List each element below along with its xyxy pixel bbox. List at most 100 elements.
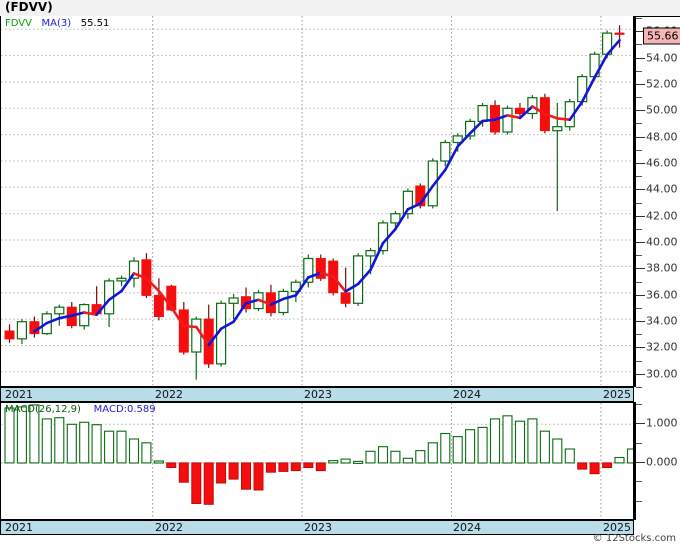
candlestick xyxy=(116,275,127,287)
ma-segment xyxy=(170,305,186,328)
macd-histogram-bar xyxy=(29,404,40,464)
y-axis-tick xyxy=(636,294,645,296)
ma-segment xyxy=(33,321,49,333)
macd-y-axis-minor-tick xyxy=(636,442,642,444)
macd-histogram-bar xyxy=(577,462,588,470)
candle-body xyxy=(54,306,65,315)
ma-segment xyxy=(593,53,609,79)
macd-y-axis-minor-tick xyxy=(636,403,642,405)
y-axis-minor-tick xyxy=(636,281,642,283)
y-axis-minor-tick xyxy=(636,70,642,72)
candle-body xyxy=(390,213,401,224)
price-chart-panel[interactable]: FDVV MA(3) 55.51 xyxy=(0,16,634,387)
candle-body xyxy=(402,190,413,215)
ma-segment xyxy=(319,271,335,278)
y-axis-minor-tick xyxy=(636,97,642,99)
macd-y-axis: 0.000 1.000 xyxy=(634,402,680,520)
ma-segment xyxy=(493,114,509,121)
ma-segment xyxy=(418,184,435,205)
y-axis-label: 40.00 xyxy=(646,235,678,249)
macd-histogram-bar xyxy=(440,432,451,464)
macd-histogram-bar xyxy=(427,442,438,464)
ma-segment xyxy=(195,325,210,347)
macd-chart-panel[interactable]: MACD(26,12,9) MACD:0.589 xyxy=(0,402,634,520)
macd-histogram-bar xyxy=(552,438,563,464)
ma-segment xyxy=(568,100,584,121)
ma-segment xyxy=(244,298,260,305)
macd-chart-svg xyxy=(1,403,633,519)
y-axis-label: 48.00 xyxy=(646,130,678,144)
candle-body xyxy=(191,318,202,353)
ma-segment xyxy=(518,105,534,120)
macd-histogram-bar xyxy=(241,462,251,490)
ma-segment xyxy=(57,314,74,320)
macd-histogram-bar xyxy=(564,448,575,464)
ma-segment xyxy=(257,298,273,306)
price-x-axis-label: 2022 xyxy=(155,388,183,401)
price-legend: FDVV MA(3) 55.51 xyxy=(5,18,109,29)
candle-body xyxy=(377,222,389,252)
legend-ma-value: 55.51 xyxy=(80,18,110,29)
macd-histogram-bar xyxy=(390,450,401,464)
macd-y-axis-tick xyxy=(636,461,645,463)
macd-histogram-bar xyxy=(265,462,276,473)
ma-segment xyxy=(555,117,572,121)
macd-histogram-bar xyxy=(54,417,65,464)
macd-histogram-bar xyxy=(465,429,476,464)
candle-body xyxy=(365,250,376,257)
y-axis-tick xyxy=(636,215,645,217)
candlestick xyxy=(340,267,351,308)
candle-body xyxy=(153,294,164,317)
macd-y-axis-label: 1.000 xyxy=(646,416,678,430)
macd-x-axis-label: 2021 xyxy=(5,521,33,534)
y-axis-minor-tick xyxy=(636,18,642,19)
candlestick xyxy=(4,324,15,343)
y-axis-minor-tick xyxy=(636,334,642,336)
macd-histogram-bar xyxy=(477,426,488,464)
y-axis-tick xyxy=(636,136,645,138)
macd-axis-spine xyxy=(634,402,636,520)
macd-histogram-bar xyxy=(340,458,351,464)
y-axis-label: 30.00 xyxy=(646,367,678,381)
macd-histogram-bar xyxy=(41,418,52,464)
price-x-axis-label: 2021 xyxy=(5,388,33,401)
candle-body xyxy=(427,160,438,207)
y-axis-tick xyxy=(636,162,645,164)
y-axis-tick xyxy=(636,242,645,244)
y-axis-tick xyxy=(636,189,645,191)
candle-body xyxy=(203,318,214,365)
macd-legend-name: MACD(26,12,9) xyxy=(5,404,81,415)
macd-y-axis-tick xyxy=(636,423,645,425)
y-axis-label: 38.00 xyxy=(646,261,678,275)
macd-histogram-bar xyxy=(402,457,413,464)
ma-segment xyxy=(306,271,323,279)
y-axis-minor-tick xyxy=(636,202,642,204)
candlestick xyxy=(402,188,413,219)
candlestick xyxy=(141,253,152,298)
ma-segment xyxy=(107,289,123,302)
ma-segment xyxy=(219,320,235,331)
y-axis-minor-tick xyxy=(636,176,642,178)
ma-segment xyxy=(468,119,484,135)
y-axis-spine xyxy=(634,17,636,387)
macd-histogram-bar xyxy=(589,462,600,475)
candlestick xyxy=(79,303,90,330)
price-y-axis: 30.00 32.00 34.00 36.00 38.00 40.00 42.00 44.00… xyxy=(634,16,680,388)
macd-x-axis-label: 2025 xyxy=(603,521,631,534)
macd-histogram-bar xyxy=(452,436,463,464)
macd-histogram-bar xyxy=(203,462,214,505)
y-axis-label: 42.00 xyxy=(646,209,678,223)
macd-histogram-bar xyxy=(4,407,15,464)
candle-body xyxy=(340,292,351,304)
macd-histogram-bar xyxy=(104,430,115,464)
candlestick xyxy=(303,254,314,288)
candle-body xyxy=(452,135,463,144)
ma-segment xyxy=(443,145,460,172)
macd-histogram-bar xyxy=(166,462,177,469)
macd-histogram-bar xyxy=(178,462,189,483)
macd-histogram-bar xyxy=(377,446,389,464)
macd-histogram-bar xyxy=(315,462,326,472)
candlestick xyxy=(427,158,438,209)
ma-segment xyxy=(145,276,161,293)
